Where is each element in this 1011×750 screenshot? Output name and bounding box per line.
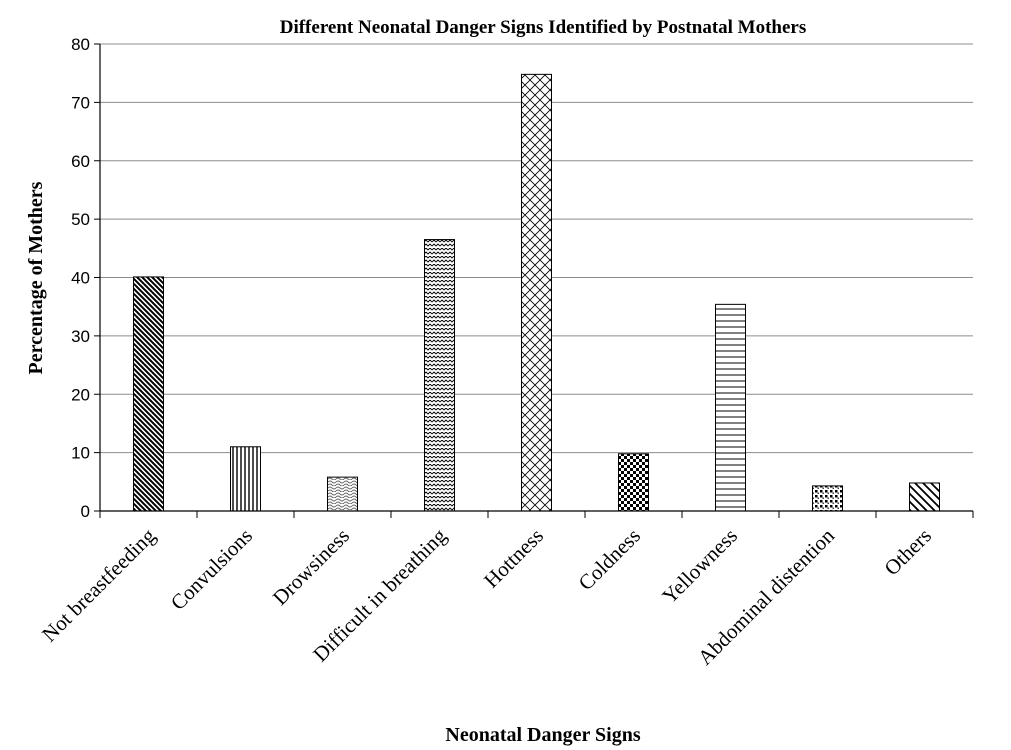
bar-yellowness (715, 303, 746, 512)
x-tick-label: Coldness (574, 524, 645, 595)
bar-difficult-in-breathing (424, 239, 455, 512)
x-tick-label: Hottness (479, 524, 548, 593)
y-tick-label: 20 (71, 385, 90, 404)
chart-title: Different Neonatal Danger Signs Identifi… (280, 17, 807, 38)
x-tick-label: Yellowness (657, 524, 742, 609)
bar-abdominal-distention (812, 485, 843, 512)
bars (133, 73, 940, 512)
x-axis-label: Neonatal Danger Signs (445, 724, 640, 746)
y-tick-label: 80 (71, 35, 90, 54)
x-tick-label: Not breastfeeding (37, 523, 160, 646)
y-tick-label: 10 (71, 444, 90, 463)
y-tick-label: 70 (71, 93, 90, 112)
bar-not-breastfeeding (133, 276, 164, 512)
bar-drowsiness (327, 476, 358, 512)
bar-others (909, 482, 940, 512)
y-axis-label: Percentage of Mothers (25, 181, 47, 374)
bar-coldness (618, 453, 649, 512)
bar-hottness (521, 73, 552, 512)
bar-convulsions (230, 446, 261, 512)
y-tick-label: 0 (81, 502, 90, 521)
x-tick-label: Convulsions (166, 524, 257, 615)
y-tick-label: 60 (71, 152, 90, 171)
y-tick-label: 40 (71, 269, 90, 288)
x-tick-label: Drowsiness (268, 524, 354, 610)
y-axis-ticks: 0 10 20 30 40 50 60 70 80 (71, 35, 100, 521)
x-tick-label: Others (879, 524, 936, 581)
axes (99, 44, 973, 512)
y-tick-label: 30 (71, 327, 90, 346)
y-tick-label: 50 (71, 210, 90, 229)
x-axis-ticks: Not breastfeeding Convulsions DrowsinessDi… (37, 511, 974, 670)
